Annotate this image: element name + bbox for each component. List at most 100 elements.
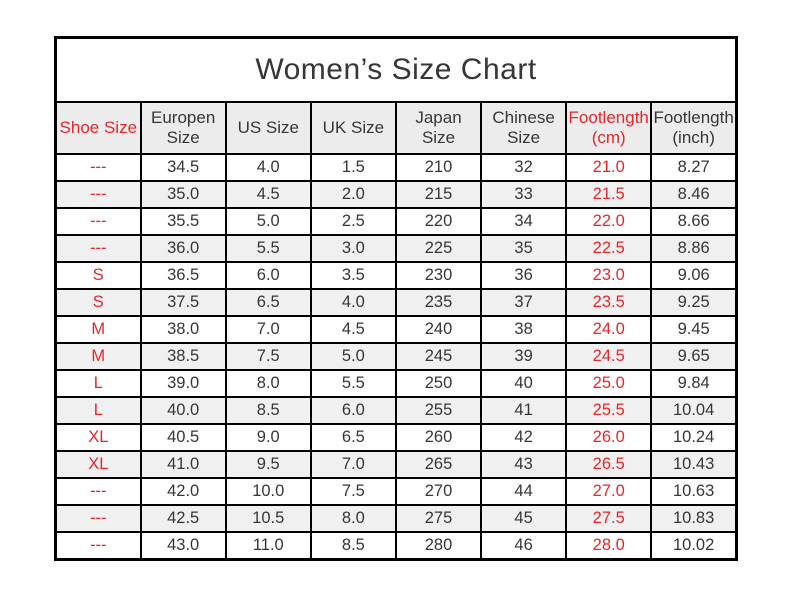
table-cell: 8.0 bbox=[309, 504, 397, 533]
table-cell: 8.66 bbox=[650, 207, 738, 236]
table-cell: 7.0 bbox=[309, 450, 397, 479]
table-cell: 37 bbox=[480, 288, 568, 317]
table-cell: 4.0 bbox=[309, 288, 397, 317]
table-cell: 8.46 bbox=[650, 180, 738, 209]
table-cell: 8.0 bbox=[224, 369, 312, 398]
table-cell: 36.0 bbox=[139, 234, 227, 263]
table-row: XL 41.0 9.5 7.0 265 43 26.5 10.43 bbox=[54, 450, 738, 479]
table-cell: 250 bbox=[394, 369, 483, 398]
table-cell: 4.5 bbox=[309, 315, 397, 344]
table-cell: 25.0 bbox=[565, 369, 653, 398]
table-cell: 35.5 bbox=[139, 207, 227, 236]
table-cell: 21.0 bbox=[565, 153, 653, 182]
table-cell: 10.0 bbox=[224, 477, 312, 506]
table-cell: 33 bbox=[480, 180, 568, 209]
table-cell: 38.5 bbox=[139, 342, 227, 371]
table-cell: 270 bbox=[394, 477, 483, 506]
table-cell: 35 bbox=[480, 234, 568, 263]
table-row: --- 42.0 10.0 7.5 270 44 27.0 10.63 bbox=[54, 477, 738, 506]
table-cell: 215 bbox=[394, 180, 483, 209]
table-cell: XL bbox=[54, 450, 142, 479]
table-cell: 23.0 bbox=[565, 261, 653, 290]
table-cell: 22.5 bbox=[565, 234, 653, 263]
table-cell: 260 bbox=[394, 423, 483, 452]
header-row: Shoe Size Europen Size US Size UK Size J… bbox=[54, 101, 738, 155]
table-row: XL 40.5 9.0 6.5 260 42 26.0 10.24 bbox=[54, 423, 738, 452]
table-cell: 5.0 bbox=[309, 342, 397, 371]
table-cell: 5.5 bbox=[309, 369, 397, 398]
table-cell: L bbox=[54, 396, 142, 425]
size-chart: Women’s Size Chart Shoe Size Europen Siz… bbox=[54, 36, 738, 561]
page-title: Women’s Size Chart bbox=[54, 36, 738, 103]
table-cell: 21.5 bbox=[565, 180, 653, 209]
table-row: L 39.0 8.0 5.5 250 40 25.0 9.84 bbox=[54, 369, 738, 398]
table-cell: 41 bbox=[480, 396, 568, 425]
table-cell: 6.5 bbox=[224, 288, 312, 317]
table-cell: 34.5 bbox=[139, 153, 227, 182]
table-cell: XL bbox=[54, 423, 142, 452]
table-cell: S bbox=[54, 261, 142, 290]
table-cell: 42 bbox=[480, 423, 568, 452]
column-header-shoe-size: Shoe Size bbox=[54, 101, 142, 155]
table-row: --- 42.5 10.5 8.0 275 45 27.5 10.83 bbox=[54, 504, 738, 533]
table-row: M 38.0 7.0 4.5 240 38 24.0 9.45 bbox=[54, 315, 738, 344]
table-cell: 245 bbox=[394, 342, 483, 371]
table-cell: 280 bbox=[394, 531, 483, 561]
table-cell: 10.63 bbox=[650, 477, 738, 506]
table-cell: 9.0 bbox=[224, 423, 312, 452]
table-row: --- 36.0 5.5 3.0 225 35 22.5 8.86 bbox=[54, 234, 738, 263]
table-cell: 39 bbox=[480, 342, 568, 371]
table-cell: 38 bbox=[480, 315, 568, 344]
table-cell: 9.5 bbox=[224, 450, 312, 479]
table-cell: 9.25 bbox=[650, 288, 738, 317]
table-cell: --- bbox=[54, 531, 142, 561]
table-cell: 10.43 bbox=[650, 450, 738, 479]
table-row: L 40.0 8.5 6.0 255 41 25.5 10.04 bbox=[54, 396, 738, 425]
table-row: --- 34.5 4.0 1.5 210 32 21.0 8.27 bbox=[54, 153, 738, 182]
table-cell: 8.27 bbox=[650, 153, 738, 182]
table-cell: 24.5 bbox=[565, 342, 653, 371]
table-cell: 42.0 bbox=[139, 477, 227, 506]
table-cell: L bbox=[54, 369, 142, 398]
table-row: S 37.5 6.5 4.0 235 37 23.5 9.25 bbox=[54, 288, 738, 317]
table-cell: 39.0 bbox=[139, 369, 227, 398]
table-cell: 5.0 bbox=[224, 207, 312, 236]
table-cell: 220 bbox=[394, 207, 483, 236]
table-cell: 1.5 bbox=[309, 153, 397, 182]
table-cell: 9.84 bbox=[650, 369, 738, 398]
table-cell: 35.0 bbox=[139, 180, 227, 209]
table-cell: 43 bbox=[480, 450, 568, 479]
column-header-us-size: US Size bbox=[224, 101, 312, 155]
table-cell: 230 bbox=[394, 261, 483, 290]
size-table: Women’s Size Chart Shoe Size Europen Siz… bbox=[54, 36, 738, 561]
table-cell: 265 bbox=[394, 450, 483, 479]
table-cell: 2.5 bbox=[309, 207, 397, 236]
table-cell: 225 bbox=[394, 234, 483, 263]
table-cell: 6.0 bbox=[309, 396, 397, 425]
table-cell: 41.0 bbox=[139, 450, 227, 479]
table-row: M 38.5 7.5 5.0 245 39 24.5 9.65 bbox=[54, 342, 738, 371]
table-cell: S bbox=[54, 288, 142, 317]
column-header-japan-size: Japan Size bbox=[394, 101, 483, 155]
table-cell: 7.0 bbox=[224, 315, 312, 344]
table-cell: 11.0 bbox=[224, 531, 312, 561]
table-cell: 10.02 bbox=[650, 531, 738, 561]
table-cell: 10.5 bbox=[224, 504, 312, 533]
table-cell: 240 bbox=[394, 315, 483, 344]
table-cell: 235 bbox=[394, 288, 483, 317]
table-cell: 27.0 bbox=[565, 477, 653, 506]
table-cell: 8.86 bbox=[650, 234, 738, 263]
table-cell: 7.5 bbox=[309, 477, 397, 506]
table-cell: --- bbox=[54, 153, 142, 182]
table-cell: 255 bbox=[394, 396, 483, 425]
table-cell: 9.45 bbox=[650, 315, 738, 344]
table-cell: 36.5 bbox=[139, 261, 227, 290]
table-cell: 5.5 bbox=[224, 234, 312, 263]
table-cell: 8.5 bbox=[309, 531, 397, 561]
table-cell: --- bbox=[54, 234, 142, 263]
table-cell: 42.5 bbox=[139, 504, 227, 533]
column-header-footlength-cm: Footlength (cm) bbox=[565, 101, 653, 155]
table-cell: M bbox=[54, 342, 142, 371]
table-cell: 24.0 bbox=[565, 315, 653, 344]
table-row: --- 35.0 4.5 2.0 215 33 21.5 8.46 bbox=[54, 180, 738, 209]
